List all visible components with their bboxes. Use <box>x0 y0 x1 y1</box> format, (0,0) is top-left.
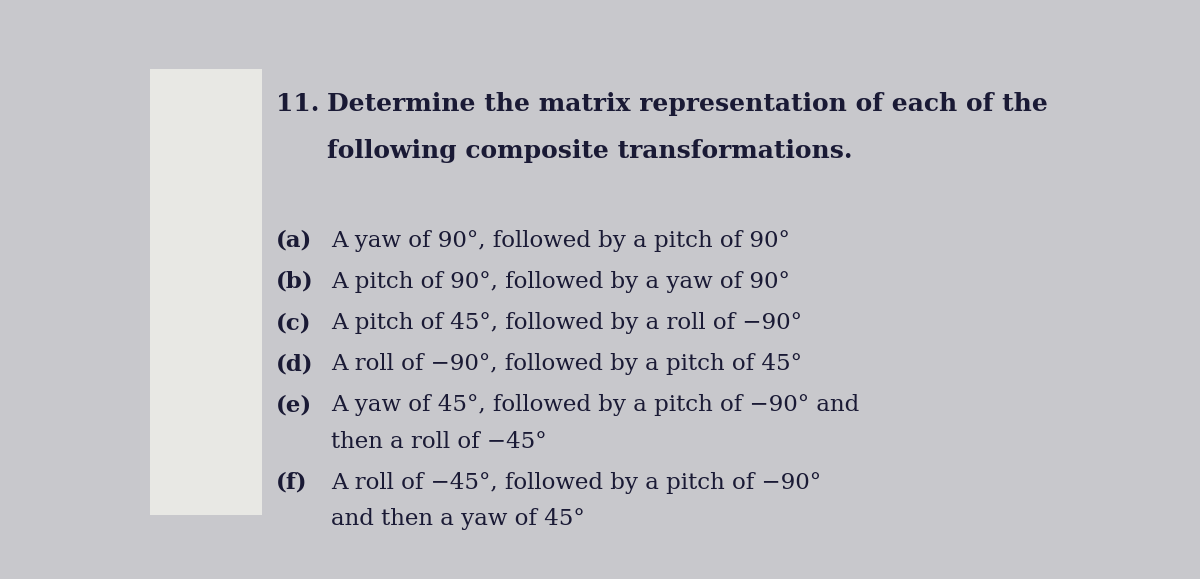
Text: A pitch of 90°, followed by a yaw of 90°: A pitch of 90°, followed by a yaw of 90° <box>331 271 791 293</box>
Text: (a): (a) <box>276 230 312 252</box>
Text: and then a yaw of 45°: and then a yaw of 45° <box>331 508 586 530</box>
Text: (f): (f) <box>276 472 307 494</box>
Bar <box>150 69 262 515</box>
Text: (b): (b) <box>276 271 313 293</box>
Text: A yaw of 90°, followed by a pitch of 90°: A yaw of 90°, followed by a pitch of 90° <box>331 230 791 252</box>
Text: A roll of −90°, followed by a pitch of 45°: A roll of −90°, followed by a pitch of 4… <box>331 353 803 375</box>
Text: A roll of −45°, followed by a pitch of −90°: A roll of −45°, followed by a pitch of −… <box>331 472 822 494</box>
Text: A pitch of 45°, followed by a roll of −90°: A pitch of 45°, followed by a roll of −9… <box>331 312 803 334</box>
Text: A yaw of 45°, followed by a pitch of −90° and: A yaw of 45°, followed by a pitch of −90… <box>331 394 859 416</box>
Text: 11.: 11. <box>276 92 319 116</box>
Text: (c): (c) <box>276 312 311 334</box>
Text: (e): (e) <box>276 394 312 416</box>
Text: (d): (d) <box>276 353 313 375</box>
Text: following composite transformations.: following composite transformations. <box>326 138 852 163</box>
Text: Determine the matrix representation of each of the: Determine the matrix representation of e… <box>326 92 1048 116</box>
Text: then a roll of −45°: then a roll of −45° <box>331 431 547 453</box>
